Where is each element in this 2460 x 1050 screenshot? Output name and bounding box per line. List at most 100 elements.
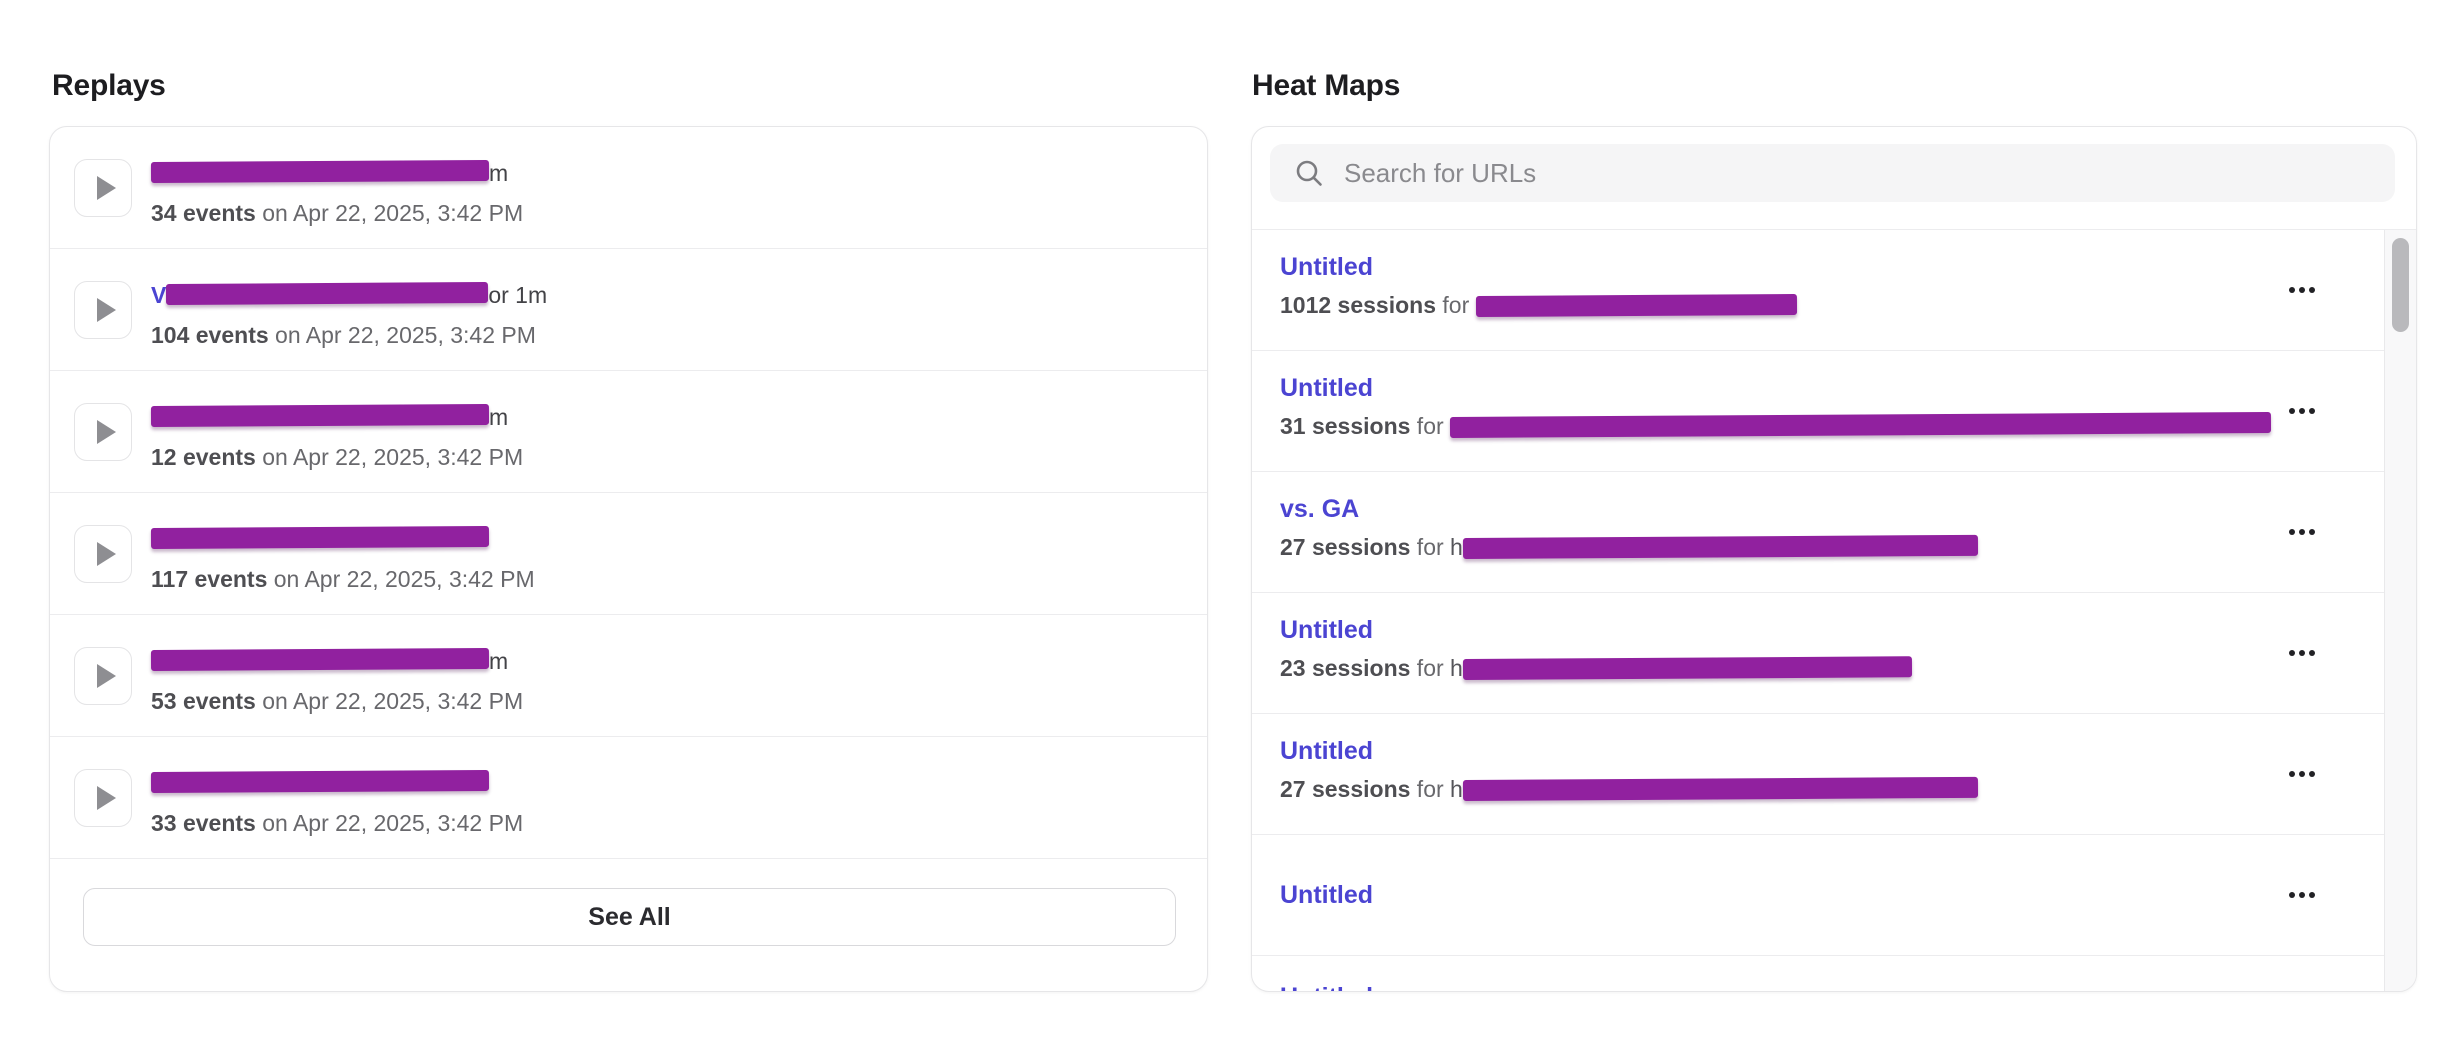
play-icon (96, 542, 116, 566)
more-options-button[interactable] (2283, 281, 2321, 299)
play-button[interactable] (74, 403, 132, 461)
session-count: 31 sessions (1280, 413, 1411, 439)
replays-section-title: Replays (52, 68, 166, 102)
redaction-bar (150, 769, 490, 793)
redaction-bar (150, 403, 490, 427)
replay-date: on Apr 22, 2025, 3:42 PM (268, 322, 536, 348)
redaction-bar (150, 159, 490, 183)
replay-row: m 34 events on Apr 22, 2025, 3:42 PM (50, 127, 1207, 249)
event-count: 117 events (151, 566, 268, 592)
replay-date: on Apr 22, 2025, 3:42 PM (255, 444, 524, 470)
visit-duration-fragment: m (489, 160, 509, 186)
heatmap-title-link[interactable]: vs. GA (1280, 495, 1360, 523)
heatmap-title-link[interactable]: Untitled (1280, 881, 1374, 909)
play-icon (96, 176, 116, 200)
ellipsis-icon (2299, 771, 2305, 777)
for-label: for (1436, 292, 1476, 318)
url-fragment: h (1450, 534, 1463, 560)
ellipsis-icon (2309, 892, 2315, 898)
replay-row: 117 events on Apr 22, 2025, 3:42 PM (50, 493, 1207, 615)
ellipsis-icon (2299, 408, 2305, 414)
play-button[interactable] (74, 647, 132, 705)
replay-row: m 12 events on Apr 22, 2025, 3:42 PM (50, 371, 1207, 493)
heatmap-title-link[interactable]: Untitled (1280, 616, 1374, 644)
url-redaction-bar (1462, 534, 1978, 559)
see-all-button[interactable]: See All (83, 888, 1176, 946)
heatmap-title-link[interactable]: Untitled (1252, 956, 2384, 991)
more-options-button[interactable] (2283, 644, 2321, 662)
ellipsis-icon (2289, 892, 2295, 898)
replay-visitor-link[interactable]: m (150, 647, 508, 675)
play-button[interactable] (74, 281, 132, 339)
ellipsis-icon (2309, 287, 2315, 293)
play-button[interactable] (74, 525, 132, 583)
heatmap-row-partial: Untitled (1252, 956, 2384, 991)
heatmap-row: Untitled 23 sessions for h (1252, 593, 2384, 714)
replay-visitor-link[interactable]: m (150, 403, 508, 431)
heatmaps-search-area (1252, 127, 2416, 230)
url-redaction-bar (1449, 411, 2272, 438)
replay-date: on Apr 22, 2025, 3:42 PM (255, 200, 524, 226)
url-fragment: h (1450, 655, 1463, 681)
heatmap-meta: 1012 sessions for (1280, 291, 1797, 319)
play-button[interactable] (74, 769, 132, 827)
visit-duration-fragment: or 1m (488, 282, 548, 308)
play-button[interactable] (74, 159, 132, 217)
more-options-button[interactable] (2283, 886, 2321, 904)
for-label: for (1410, 776, 1451, 802)
replay-visitor-link[interactable] (150, 769, 490, 797)
heatmap-meta: 27 sessions for h (1280, 533, 1978, 561)
replay-meta: 12 events on Apr 22, 2025, 3:42 PM (151, 443, 523, 471)
for-label: for (1410, 413, 1451, 439)
session-count: 27 sessions (1280, 776, 1411, 802)
heatmap-row: Untitled 27 sessions for h (1252, 714, 2384, 835)
event-count: 104 events (151, 322, 269, 348)
event-count: 34 events (151, 200, 256, 226)
url-redaction-bar (1475, 294, 1797, 317)
replay-visitor-link[interactable] (150, 525, 490, 553)
url-redaction-bar (1462, 656, 1912, 680)
more-options-button[interactable] (2283, 402, 2321, 420)
heatmap-title-link[interactable]: Untitled (1280, 253, 1374, 281)
session-count: 23 sessions (1280, 655, 1411, 681)
scrollbar-track[interactable] (2384, 230, 2416, 991)
event-count: 33 events (151, 810, 256, 836)
replay-meta: 104 events on Apr 22, 2025, 3:42 PM (151, 321, 536, 349)
replay-meta: 34 events on Apr 22, 2025, 3:42 PM (151, 199, 523, 227)
ellipsis-icon (2289, 408, 2295, 414)
replay-meta: 53 events on Apr 22, 2025, 3:42 PM (151, 687, 523, 715)
replay-meta: 33 events on Apr 22, 2025, 3:42 PM (151, 809, 523, 837)
scrollbar-thumb[interactable] (2392, 238, 2409, 332)
replay-date: on Apr 22, 2025, 3:42 PM (255, 688, 524, 714)
search-urls-input[interactable] (1342, 143, 2395, 203)
more-options-button[interactable] (2283, 765, 2321, 783)
redaction-bar (150, 525, 490, 549)
replays-footer: See All (50, 859, 1207, 991)
heatmap-meta: 31 sessions for (1280, 411, 2272, 440)
play-icon (96, 420, 116, 444)
redaction-bar (150, 647, 490, 671)
ellipsis-icon (2299, 650, 2305, 656)
heatmap-meta: 23 sessions for h (1280, 654, 1912, 682)
heatmap-row: Untitled (1252, 835, 2384, 956)
heatmap-title-link[interactable]: Untitled (1280, 374, 1374, 402)
play-icon (96, 298, 116, 322)
ellipsis-icon (2299, 892, 2305, 898)
more-options-button[interactable] (2283, 523, 2321, 541)
replay-date: on Apr 22, 2025, 3:42 PM (255, 810, 524, 836)
play-icon (96, 664, 116, 688)
url-fragment: h (1450, 776, 1463, 802)
ellipsis-icon (2309, 650, 2315, 656)
ellipsis-icon (2289, 771, 2295, 777)
replay-meta: 117 events on Apr 22, 2025, 3:42 PM (151, 565, 535, 593)
for-label: for (1410, 655, 1451, 681)
heatmaps-list: Untitled 1012 sessions for Untitled 31 s… (1252, 230, 2384, 991)
play-icon (96, 786, 116, 810)
heatmap-row: Untitled 31 sessions for (1252, 351, 2384, 472)
search-box (1270, 143, 2395, 203)
heatmap-title-link[interactable]: Untitled (1280, 737, 1374, 765)
replay-visitor-link[interactable]: m (150, 159, 509, 187)
ellipsis-icon (2309, 529, 2315, 535)
